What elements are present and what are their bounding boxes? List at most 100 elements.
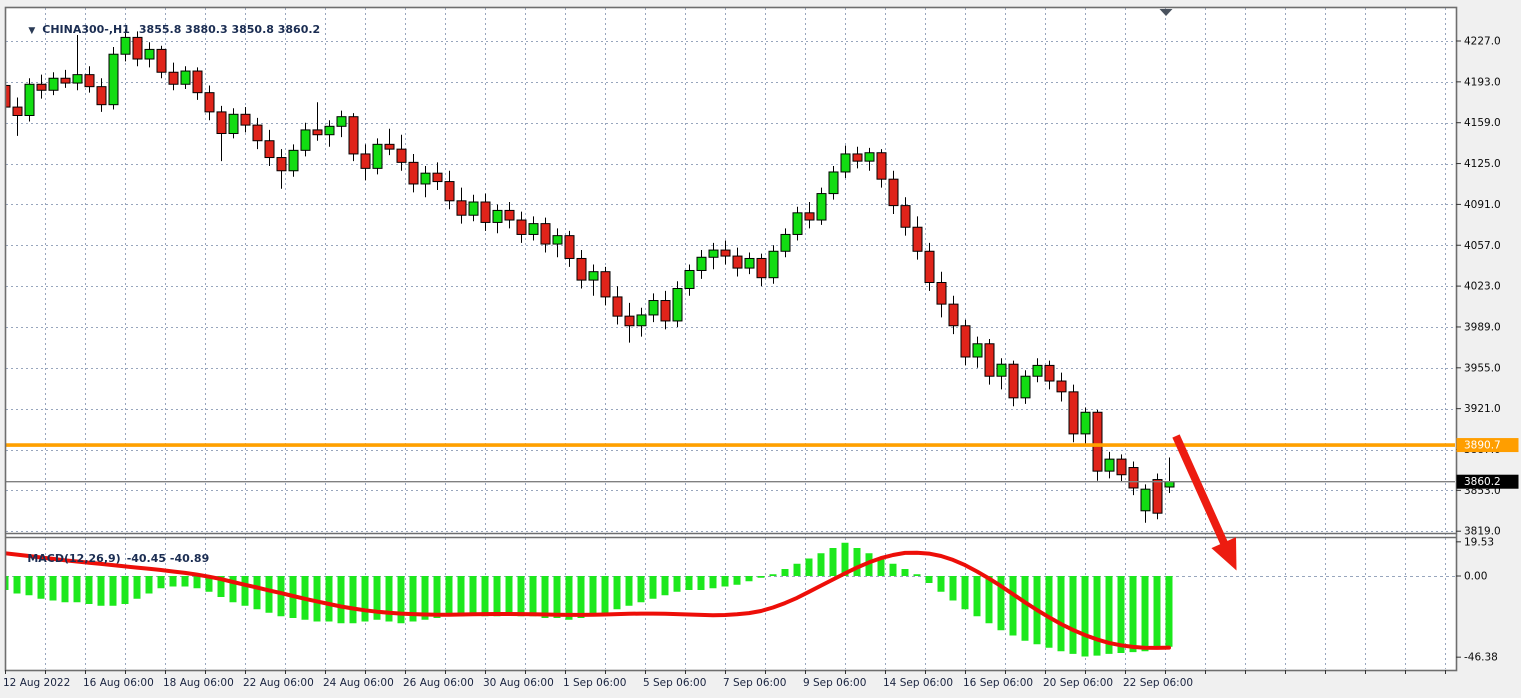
candle-body-bull — [1020, 375, 1031, 399]
candle-body-bull — [228, 113, 239, 135]
candle-body-bull — [48, 77, 59, 91]
macd-histogram-bar — [229, 576, 237, 603]
candle — [312, 102, 323, 141]
macd-histogram-bar — [241, 576, 249, 606]
candle-body-bear — [156, 48, 167, 73]
candle — [660, 290, 671, 330]
candle-body-bull — [120, 36, 131, 55]
candle-body-bear — [132, 36, 143, 60]
candle — [960, 319, 971, 366]
candle — [432, 162, 443, 190]
candle — [1020, 370, 1031, 404]
candle-body-bear — [888, 178, 899, 207]
candle-body-bull — [1080, 411, 1091, 435]
trend-arrow[interactable] — [1172, 434, 1237, 571]
candle — [852, 146, 863, 169]
macd-histogram-bar — [913, 574, 921, 576]
candle — [12, 97, 23, 136]
macd-histogram-bar — [1009, 576, 1017, 636]
candle — [996, 358, 1007, 390]
candle-body-bear — [384, 143, 395, 150]
candle-body-bull — [528, 223, 539, 235]
macd-histogram-bar — [193, 576, 201, 589]
time-tick-label: 5 Sep 06:00 — [643, 677, 706, 689]
macd-tick-label: 0.00 — [1464, 571, 1487, 583]
candle — [480, 193, 491, 231]
macd-histogram-bar — [517, 576, 525, 617]
plot-area[interactable] — [6, 8, 1456, 670]
macd-histogram-bar — [541, 576, 549, 618]
macd-histogram-bar — [313, 576, 321, 622]
candle-body-bull — [972, 343, 983, 358]
time-tick-label: 20 Sep 06:00 — [1043, 677, 1113, 689]
macd-histogram-bar — [265, 576, 273, 613]
candle — [1056, 372, 1067, 402]
candle — [204, 85, 215, 121]
candle-body-bear — [204, 92, 215, 113]
candle — [768, 245, 779, 284]
candle-body-bear — [1056, 380, 1067, 393]
candle-body-bear — [624, 315, 635, 327]
candle — [444, 170, 455, 210]
candle-body-bull — [372, 143, 383, 169]
candle-body-bull — [552, 235, 563, 245]
candle — [24, 78, 35, 122]
candle-body-bear — [408, 161, 419, 185]
candle-body-bear — [600, 271, 611, 298]
time-tick-label: 1 Sep 06:00 — [563, 677, 626, 689]
candle-body-bear — [912, 226, 923, 252]
candle — [288, 144, 299, 177]
macd-histogram-bar — [721, 576, 729, 587]
price-badge-orange[interactable]: 3890.7 — [1456, 438, 1519, 453]
candle — [264, 129, 275, 166]
candle-body-bear — [1008, 363, 1019, 399]
candle-body-bear — [1128, 467, 1139, 489]
macd-histogram-bar — [949, 576, 957, 601]
trend-arrow-head — [1211, 537, 1237, 571]
macd-histogram-bar — [889, 563, 897, 576]
candle-body-bull — [72, 74, 83, 84]
macd-histogram-bar — [445, 576, 453, 617]
badge-label: 3890.7 — [1464, 440, 1501, 452]
time-tick-label: 7 Sep 06:00 — [723, 677, 786, 689]
candle — [600, 266, 611, 306]
macd-histogram-bar — [997, 576, 1005, 631]
candle — [708, 242, 719, 270]
macd-histogram-bar — [253, 576, 261, 610]
macd-histogram-bar — [817, 553, 825, 576]
chart-title: ▼ CHINA300-,H1 3855.8 3880.3 3850.8 3860.2 — [13, 10, 320, 49]
candle-body-bear — [240, 113, 251, 126]
candle-body-bull — [1140, 488, 1151, 512]
candle-body-bull — [588, 271, 599, 281]
candle — [456, 187, 467, 224]
macd-histogram-bar — [157, 576, 165, 589]
macd-histogram-bar — [841, 542, 849, 576]
candle — [948, 295, 959, 335]
candle — [504, 202, 515, 229]
chart-shift-marker-icon — [1159, 9, 1173, 16]
time-tick-label: 26 Aug 06:00 — [403, 677, 474, 689]
macd-histogram-bar — [457, 576, 465, 617]
macd-tick-label: -46.38 — [1464, 652, 1498, 664]
candle-body-bear — [444, 181, 455, 202]
macd-histogram-bar — [49, 576, 57, 601]
candles-layer — [6, 28, 1175, 523]
macd-tick-label: 19.53 — [1464, 536, 1494, 548]
candle — [1008, 360, 1019, 407]
price-badge-current: 3860.2 — [1456, 474, 1519, 489]
macd-histogram-bar — [1105, 576, 1113, 654]
macd-histogram-bar — [205, 576, 213, 592]
candle — [612, 286, 623, 325]
candle-body-bear — [924, 250, 935, 284]
candle-body-bull — [996, 363, 1007, 377]
candle-body-bull — [336, 116, 347, 127]
price-tick-label: 3819.0 — [1464, 526, 1501, 538]
candle-body-bear — [396, 148, 407, 163]
badge-bg — [1456, 474, 1519, 489]
candle — [336, 110, 347, 138]
candle-body-bull — [24, 83, 35, 116]
candle — [48, 72, 59, 96]
symbol-dropdown-icon[interactable]: ▼ — [28, 26, 36, 36]
